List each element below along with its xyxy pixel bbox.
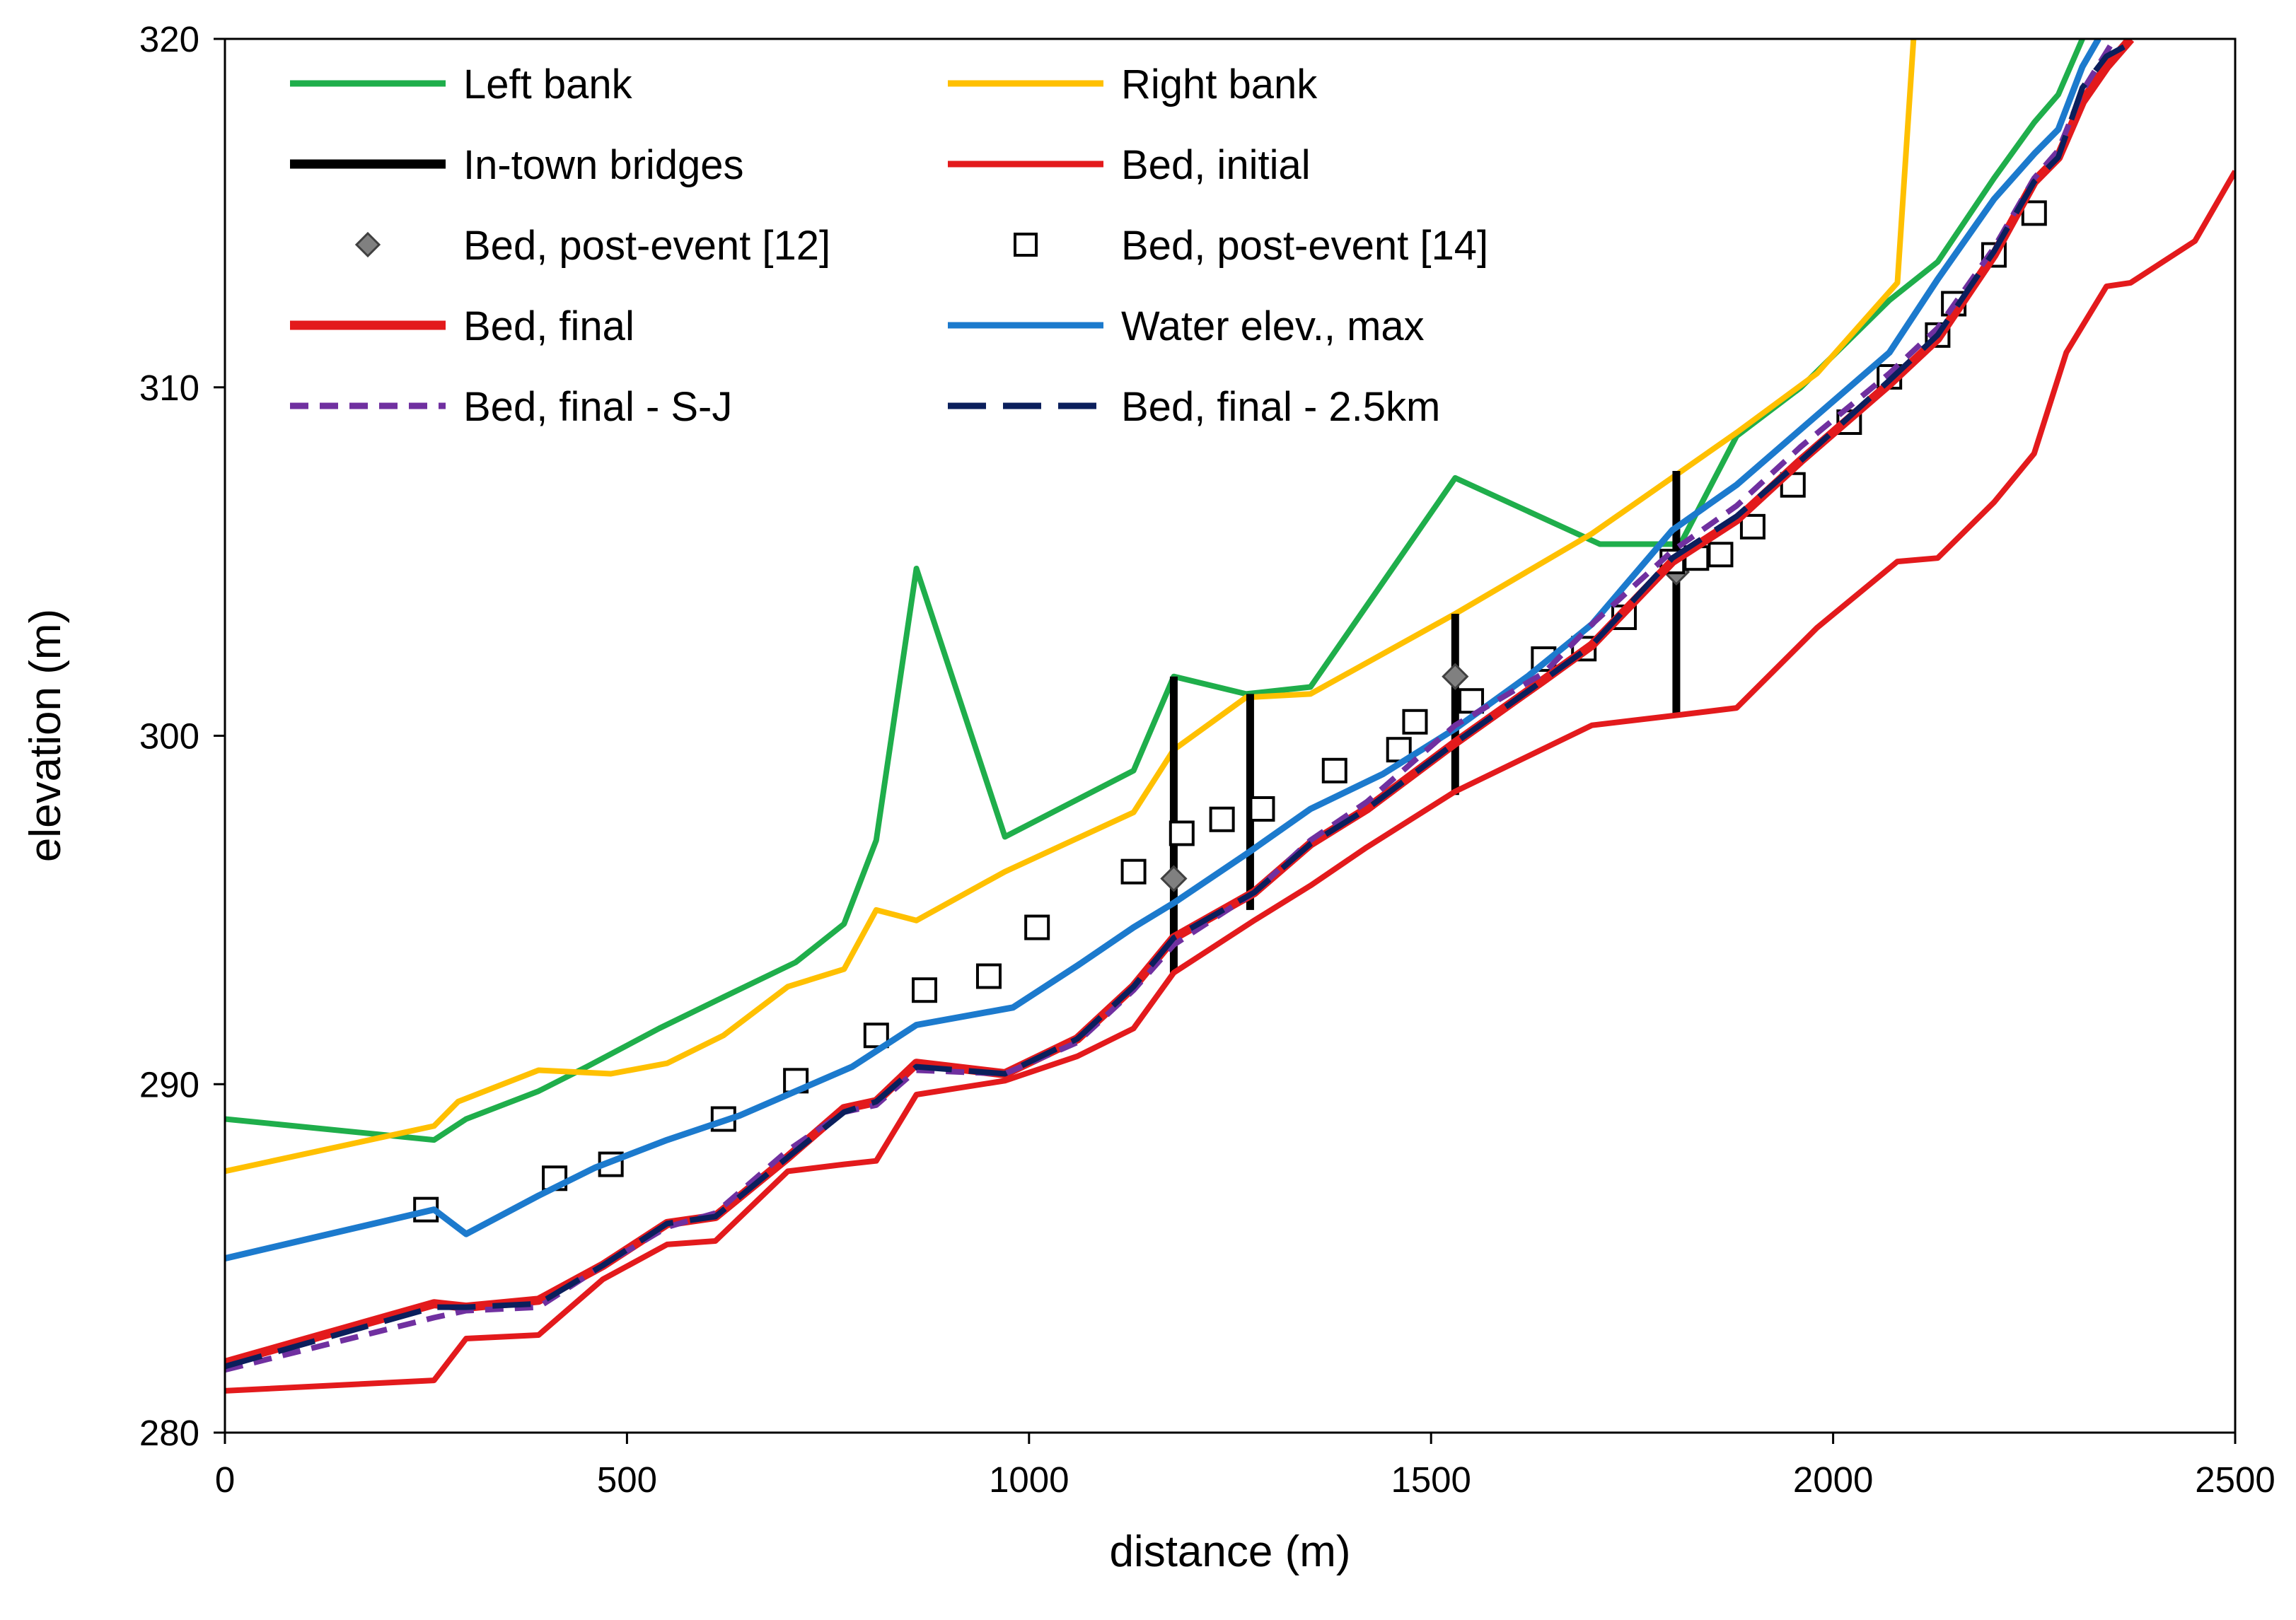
legend-label-bed-post-event-14: Bed, post-event [14] [1121, 223, 1488, 269]
post-event-14-point-24 [1739, 513, 1766, 540]
legend: Left bank Right bank In-town bridges Bed, i… [290, 62, 1488, 430]
post-event-12-point-2 [1442, 663, 1469, 690]
legend-label-bed-final: Bed, final [463, 303, 634, 349]
x-tick-label-2000: 2000 [1793, 1459, 1873, 1500]
post-event-14-point-14 [1321, 757, 1347, 783]
y-tick-label-310: 310 [139, 368, 199, 408]
series-line-bed-initial [225, 170, 2235, 1394]
legend-label-right-bank: Right bank [1121, 62, 1318, 107]
y-tick-label-290: 290 [139, 1064, 199, 1105]
legend-entry-left-bank: Left bank [290, 62, 633, 107]
legend-entry-bed-post-event-14: Bed, post-event [14] [1014, 223, 1488, 269]
legend-swatch-bed-post-event-14 [1014, 233, 1038, 257]
y-tick-label-300: 300 [139, 716, 199, 757]
post-event-14-point-13 [1249, 796, 1275, 822]
legend-label-water-elev-max: Water elev., max [1121, 303, 1425, 349]
x-tick-label-1000: 1000 [989, 1459, 1069, 1500]
series-line-bed-final-2-5km [225, 39, 2140, 1370]
post-event-14-point-17 [1459, 688, 1485, 714]
legend-entry-in-town-bridges: In-town bridges [290, 142, 744, 188]
post-event-14-point-16 [1402, 709, 1428, 735]
post-event-14-point-31 [2021, 200, 2047, 226]
post-event-14-point-10 [1120, 858, 1147, 885]
post-event-14-point-7 [912, 977, 938, 1003]
series-line-water-elev-max [225, 39, 2101, 1261]
post-event-14-point-9 [1024, 914, 1050, 940]
x-tick-label-500: 500 [597, 1459, 657, 1500]
x-tick-label-2500: 2500 [2195, 1459, 2275, 1500]
x-tick-label-1500: 1500 [1391, 1459, 1471, 1500]
series-bed-initial [225, 170, 2235, 1394]
legend-entry-bed-final: Bed, final [290, 303, 634, 349]
series-layer [225, 39, 2235, 1394]
legend-label-left-bank: Left bank [463, 62, 633, 107]
legend-label-bed-final-s-j: Bed, final - S-J [463, 384, 732, 430]
legend-label-bed-final-2-5km: Bed, final - 2.5km [1121, 384, 1440, 430]
legend-entry-right-bank: Right bank [948, 62, 1318, 107]
series-line-right-bank [225, 39, 1917, 1175]
series-water-elev-max [225, 39, 2101, 1261]
tick-layer: 0 500 1000 1500 2000 2500 280 290 300 310 320 [139, 19, 2275, 1500]
post-event-14-point-23 [1707, 542, 1734, 568]
y-axis-title: elevation (m) [21, 609, 70, 862]
legend-entry-bed-final-2-5km: Bed, final - 2.5km [948, 384, 1440, 430]
post-event-14-point-12 [1209, 806, 1235, 832]
series-right-bank [225, 39, 1917, 1175]
series-bed-final-2-5km [225, 39, 2140, 1370]
series-left-bank [225, 39, 2085, 1143]
legend-entry-bed-post-event-12: Bed, post-event [12] [354, 223, 830, 269]
legend-label-bed-post-event-12: Bed, post-event [12] [463, 223, 830, 269]
series-line-left-bank [225, 39, 2085, 1143]
legend-label-in-town-bridges: In-town bridges [463, 142, 744, 188]
post-event-12-point-1 [1160, 865, 1188, 892]
post-event-14-point-11 [1169, 820, 1195, 846]
legend-entry-water-elev-max: Water elev., max [948, 303, 1425, 349]
y-tick-label-280: 280 [139, 1413, 199, 1453]
x-tick-label-0: 0 [215, 1459, 235, 1500]
legend-swatch-bed-post-event-12 [354, 231, 381, 258]
y-tick-label-320: 320 [139, 19, 199, 59]
legend-entry-bed-initial: Bed, initial [948, 142, 1311, 188]
legend-label-bed-initial: Bed, initial [1121, 142, 1311, 188]
x-axis-title: distance (m) [1109, 1527, 1350, 1576]
legend-entry-bed-final-s-j: Bed, final - S-J [290, 384, 732, 430]
post-event-14-point-8 [975, 963, 1002, 989]
